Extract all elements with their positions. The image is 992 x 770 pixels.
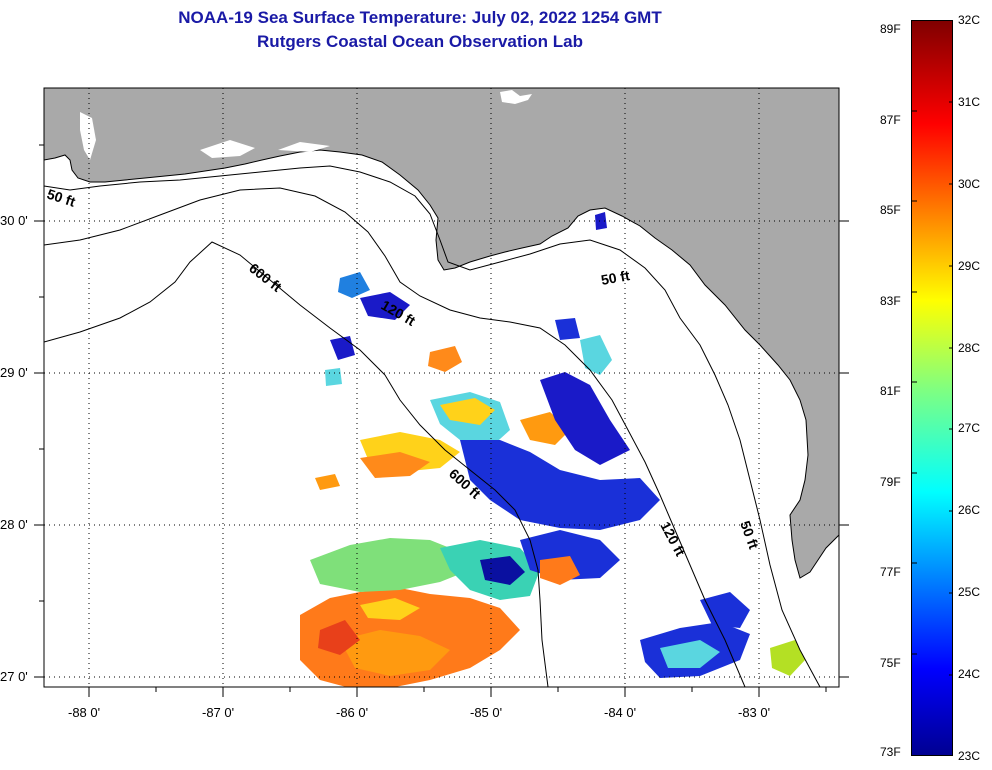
- lat-label-27: 27 0': [0, 669, 28, 684]
- cbar-f-89: 89F: [880, 22, 901, 36]
- lon-label-86: -86 0': [336, 705, 369, 720]
- cbar-c-23: 23C: [958, 749, 981, 763]
- sst-patches: [300, 212, 805, 687]
- cbar-f-85: 85F: [880, 203, 901, 217]
- cbar-f-83: 83F: [880, 294, 901, 308]
- cbar-f-73: 73F: [880, 745, 901, 759]
- contour-50ft: [44, 165, 821, 687]
- lat-label-29: 29 0': [0, 365, 28, 380]
- lon-label-87: -87 0': [202, 705, 235, 720]
- contour-600ft: [44, 241, 549, 687]
- contour-120ft: [44, 187, 746, 687]
- land-mass: [44, 88, 839, 579]
- cbar-c-31: 31C: [958, 95, 981, 109]
- lat-label-28: 28 0': [0, 517, 28, 532]
- map-title: NOAA-19 Sea Surface Temperature: July 02…: [178, 8, 662, 27]
- lon-label-83: -83 0': [738, 705, 771, 720]
- cbar-c-25: 25C: [958, 585, 981, 599]
- axis-ticks: [34, 144, 849, 697]
- cbar-c-30: 30C: [958, 177, 981, 191]
- cbar-c-29: 29C: [958, 259, 981, 273]
- island-shape: [500, 90, 532, 104]
- cbar-f-77: 77F: [880, 565, 901, 579]
- lon-label-85: -85 0': [470, 705, 503, 720]
- lon-label-88: -88 0': [68, 705, 101, 720]
- map-subtitle: Rutgers Coastal Ocean Observation Lab: [257, 32, 583, 51]
- cbar-c-28: 28C: [958, 341, 981, 355]
- bay-shape: [80, 112, 96, 160]
- cbar-f-75: 75F: [880, 656, 901, 670]
- depth-contours: [44, 165, 821, 687]
- cbar-c-27: 27C: [958, 421, 981, 435]
- bay-shape-3: [278, 142, 330, 152]
- contour-label-50ft-east: 50 ft: [600, 267, 631, 288]
- map-frame: [43, 87, 840, 688]
- cbar-f-81: 81F: [880, 384, 901, 398]
- cbar-c-26: 26C: [958, 503, 981, 517]
- cbar-f-87: 87F: [880, 113, 901, 127]
- bay-shape-2: [200, 140, 255, 158]
- temperature-colorbar: [911, 20, 953, 756]
- lon-label-84: -84 0': [604, 705, 637, 720]
- cbar-f-79: 79F: [880, 475, 901, 489]
- cbar-c-32: 32C: [958, 13, 981, 27]
- cbar-c-24: 24C: [958, 667, 981, 681]
- lat-label-30: 30 0': [0, 213, 28, 228]
